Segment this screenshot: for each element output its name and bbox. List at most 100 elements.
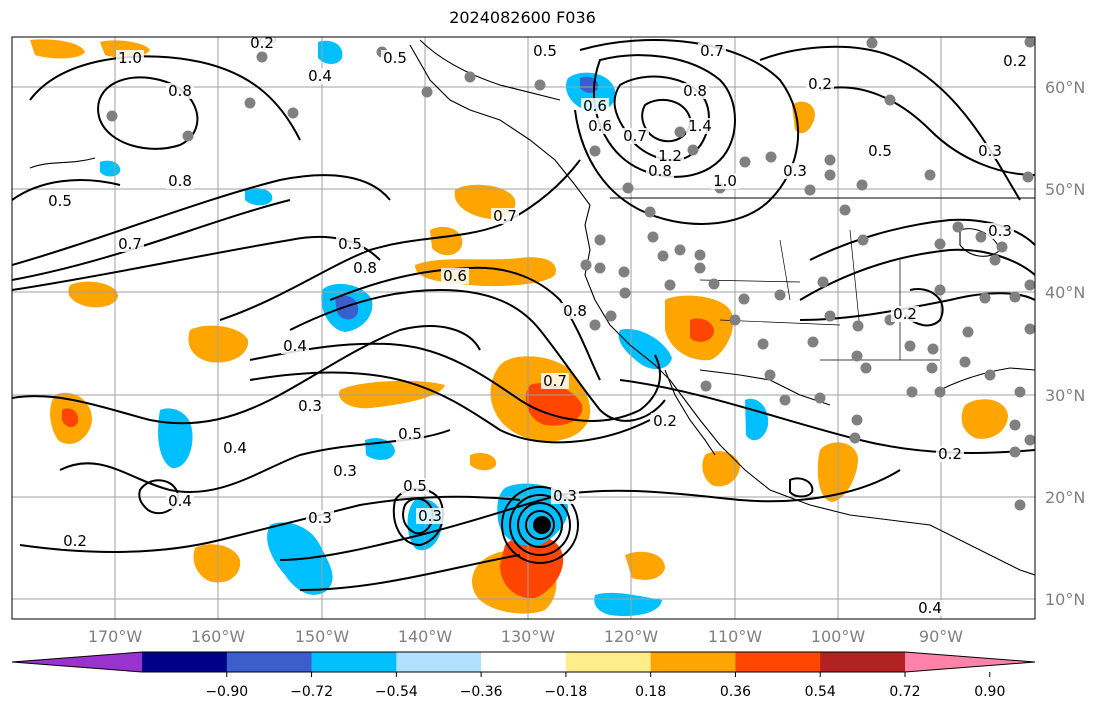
significance-dot <box>644 206 656 218</box>
colorbar-tick-label: −0.54 <box>375 684 418 700</box>
storm-contour <box>525 510 555 540</box>
colorbar-tick-label: 0.18 <box>635 684 666 700</box>
significance-dot <box>674 126 686 138</box>
colorbar-cells <box>11 651 1036 673</box>
strong-negative-anomaly-patch <box>335 295 359 320</box>
contour-label: 0.6 <box>443 267 467 285</box>
significance-dot <box>1024 37 1035 48</box>
significance-dot <box>824 169 836 181</box>
significance-dot <box>464 71 476 83</box>
contour-label-background <box>296 398 324 414</box>
significance-dot <box>1024 279 1035 291</box>
colorbar-cell <box>142 652 228 672</box>
significance-dot <box>1009 291 1021 303</box>
colorbar-tick-label: −0.90 <box>205 684 248 700</box>
contour-label-background <box>936 446 964 462</box>
significance-dot <box>618 266 630 278</box>
positive-anomaly-patch <box>30 39 85 59</box>
significance-dot <box>934 284 946 296</box>
positive-anomaly-patch <box>193 544 241 583</box>
contour-label-background <box>656 148 684 164</box>
longitude-labels: 170°W 160°W 150°W 140°W 130°W 120°W 110°… <box>88 627 963 646</box>
lon-label: 90°W <box>919 627 963 646</box>
contour-label-background <box>46 193 74 209</box>
contour-label: 0.8 <box>168 172 192 190</box>
colorbar-cell <box>481 652 567 672</box>
contour-label-background <box>331 463 359 479</box>
contour-label-background <box>336 236 364 252</box>
significance-dot <box>1024 434 1035 446</box>
significance-dot <box>824 154 836 166</box>
contour-label-background <box>116 50 144 66</box>
significance-dot <box>824 310 836 322</box>
significance-dot <box>975 231 987 243</box>
significance-dot <box>1022 171 1034 183</box>
contour-label-background <box>586 118 614 134</box>
contour-label: 1.4 <box>688 117 712 135</box>
lon-label: 120°W <box>604 627 659 646</box>
strong-positive-anomaly-patch <box>500 534 564 599</box>
contour-label: 0.5 <box>383 49 407 67</box>
significance-dot <box>647 231 659 243</box>
latitude-labels: 60°N 50°N 40°N 30°N 20°N 10°N <box>1045 78 1085 609</box>
contour-label: 0.7 <box>700 42 724 60</box>
pacific-coastline <box>409 44 1035 576</box>
lat-label: 40°N <box>1045 283 1085 302</box>
significance-dot <box>924 169 936 181</box>
contour-line <box>12 174 391 266</box>
contour-line <box>249 371 651 444</box>
significance-dot <box>622 182 634 194</box>
colorbar-tick-label: 0.90 <box>974 684 1005 700</box>
significance-dot <box>244 97 256 109</box>
positive-anomaly-patch <box>702 451 740 487</box>
contour-label-background <box>221 440 249 456</box>
contour-label-background <box>651 413 679 429</box>
significance-dot <box>779 394 791 406</box>
colorbar: −0.90 −0.72 −0.54 −0.36 −0.18 0.18 0.36 0.54 0.7… <box>11 651 1036 700</box>
lat-label: 20°N <box>1045 488 1085 507</box>
positive-anomaly-patch <box>68 281 118 308</box>
significance-dot <box>534 79 546 91</box>
baja-california-coast <box>664 369 716 456</box>
contour-label: 0.2 <box>250 34 274 52</box>
contour-label: 1.0 <box>713 172 737 190</box>
significance-dot <box>674 244 686 256</box>
negative-anomaly-patch <box>618 329 672 370</box>
colorbar-cell <box>820 652 906 672</box>
contour-label-background <box>561 303 589 319</box>
significance-dot <box>694 249 706 261</box>
colorbar-tick-label: 0.36 <box>720 684 751 700</box>
significance-dot <box>594 262 606 274</box>
contour-label: 0.6 <box>588 117 612 135</box>
significance-dot <box>959 356 971 368</box>
contour-label-background <box>866 143 894 159</box>
significance-dot <box>851 350 863 362</box>
contour-line <box>329 266 601 381</box>
colorbar-extend-low <box>12 652 142 672</box>
colorbar-ticks <box>226 672 991 677</box>
contour-label: 0.3 <box>978 142 1002 160</box>
significance-dot <box>619 287 631 299</box>
contour-label-background <box>248 37 276 51</box>
significance-dot <box>739 156 751 168</box>
significance-dot <box>694 262 706 274</box>
contour-label: 0.5 <box>868 142 892 160</box>
colorbar-cell <box>735 652 821 672</box>
contour-label-background <box>986 223 1014 239</box>
negative-anomaly-patch <box>318 40 343 64</box>
positive-anomaly-patch <box>430 226 463 256</box>
positive-anomaly-patch <box>961 399 1008 439</box>
significance-dot <box>757 338 769 350</box>
storm-contour <box>501 486 579 564</box>
contour-label-background <box>551 488 579 504</box>
contour-label: 0.8 <box>563 302 587 320</box>
contour-label: 0.3 <box>333 462 357 480</box>
significance-dot <box>287 107 299 119</box>
contour-label-background <box>686 118 714 134</box>
contour-label-background <box>1001 53 1029 69</box>
contour-line <box>59 429 451 493</box>
contour-label-background <box>976 143 1004 159</box>
lon-label: 170°W <box>88 627 143 646</box>
significance-dot <box>589 319 601 331</box>
contour-label: 0.2 <box>1003 52 1027 70</box>
